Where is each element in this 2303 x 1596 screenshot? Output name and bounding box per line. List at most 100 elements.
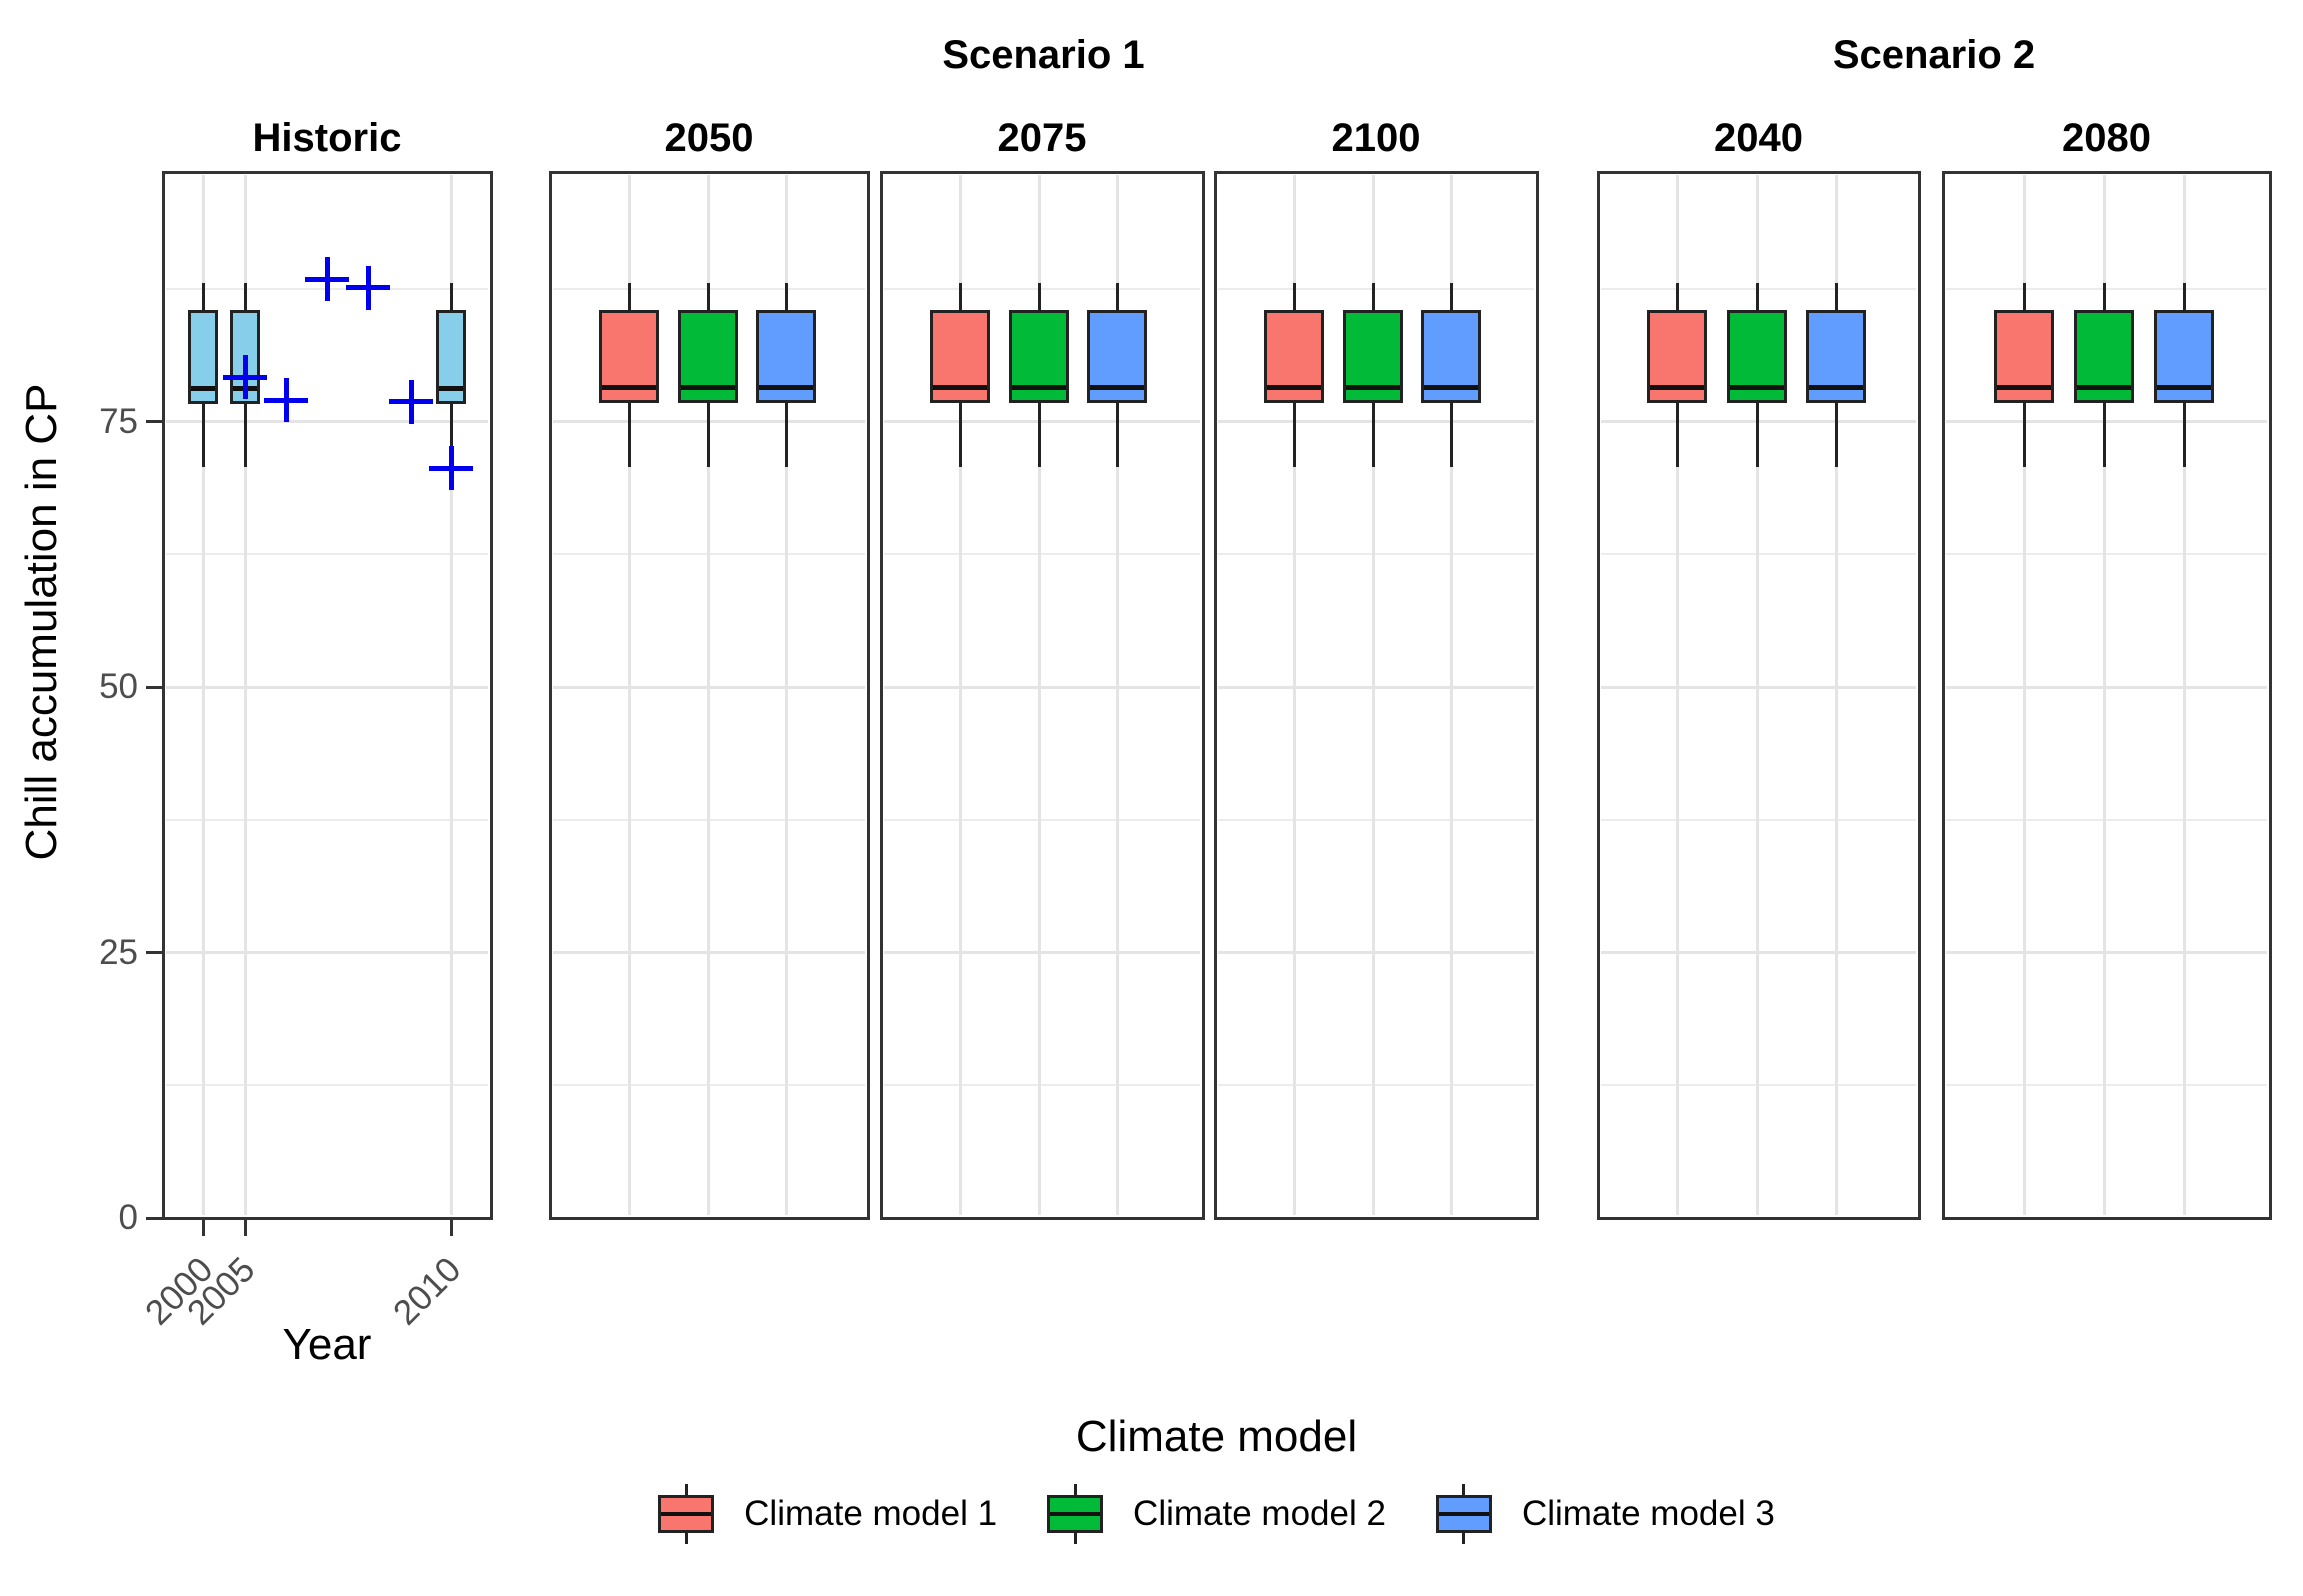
legend-key-median xyxy=(1050,1512,1101,1516)
panel-historic xyxy=(161,170,493,1220)
gridline-x xyxy=(201,175,205,1215)
data-point-plus-2007 xyxy=(305,257,349,302)
strip-group-label-scenario-2: Scenario 2 xyxy=(1832,33,2036,77)
boxplot-upper-whisker xyxy=(243,282,247,311)
legend-entry-2: Climate model 2 xyxy=(1047,1484,1386,1544)
data-point-plus-2008 xyxy=(346,265,390,310)
gridline-x xyxy=(784,175,788,1215)
boxplot-median-2040-model-1 xyxy=(1650,385,1704,391)
gridline-y-major xyxy=(166,420,488,424)
boxplot-median-2050-model-2 xyxy=(681,385,735,391)
legend-title: Climate model xyxy=(1075,1412,1358,1461)
boxplot-median-historic-2000 xyxy=(191,386,215,392)
legend-key-median xyxy=(661,1512,712,1516)
boxplot-upper-whisker xyxy=(1755,282,1759,311)
boxplot-lower-whisker xyxy=(1755,402,1759,468)
gridline-x xyxy=(1292,175,1296,1215)
boxplot-median-2075-model-3 xyxy=(1090,385,1144,391)
y-tick-mark-75 xyxy=(146,420,163,424)
gridline-y-major xyxy=(884,685,1200,689)
boxplot-median-2080-model-1 xyxy=(1997,385,2051,391)
boxplot-upper-whisker xyxy=(1292,282,1296,311)
boxplot-lower-whisker xyxy=(2022,402,2026,468)
strip-panel-label-2075: 2075 xyxy=(997,116,1087,160)
gridline-y-minor xyxy=(1946,1084,2267,1087)
gridline-y-major xyxy=(1601,951,1916,955)
boxplot-median-2100-model-2 xyxy=(1346,385,1400,391)
gridline-x xyxy=(958,175,962,1215)
boxplot-upper-whisker xyxy=(627,282,631,311)
strip-group-label-scenario-1: Scenario 1 xyxy=(942,33,1145,77)
boxplot-lower-whisker xyxy=(627,402,631,468)
gridline-y-minor xyxy=(1218,288,1534,290)
boxplot-lower-whisker xyxy=(784,402,788,468)
gridline-y-major xyxy=(1601,420,1916,424)
gridline-y-minor xyxy=(1946,288,2267,290)
gridline-y-minor xyxy=(1218,818,1534,821)
gridline-y-minor xyxy=(884,1084,1200,1087)
boxplot-median-2040-model-2 xyxy=(1730,385,1784,391)
gridline-y-minor xyxy=(1946,553,2267,556)
legend-key-boxplot-icon xyxy=(1047,1484,1104,1544)
boxplot-upper-whisker xyxy=(449,282,453,311)
gridline-y-major xyxy=(1218,420,1534,424)
gridline-y-major xyxy=(1601,685,1916,689)
gridline-y-minor xyxy=(884,288,1200,290)
gridline-y-minor xyxy=(166,1084,488,1087)
x-tick-mark-2010 xyxy=(449,1220,453,1236)
boxplot-lower-whisker xyxy=(1675,402,1679,468)
legend-entry-3: Climate model 3 xyxy=(1435,1484,1775,1544)
gridline-y-minor xyxy=(884,553,1200,556)
legend-label-3: Climate model 3 xyxy=(1521,1494,1775,1533)
panel-2050 xyxy=(548,170,870,1220)
gridline-x xyxy=(1834,175,1838,1215)
boxplot-lower-whisker xyxy=(1037,402,1041,468)
boxplot-upper-whisker xyxy=(2022,282,2026,311)
boxplot-lower-whisker xyxy=(1292,402,1296,468)
boxplot-upper-whisker xyxy=(1834,282,1838,311)
boxplot-median-2040-model-3 xyxy=(1809,385,1863,391)
strip-panel-label-historic: Historic xyxy=(252,116,402,160)
boxplot-median-2075-model-1 xyxy=(933,385,987,391)
boxplot-median-2050-model-3 xyxy=(759,385,813,391)
panel-2075 xyxy=(879,170,1205,1220)
gridline-x xyxy=(1371,175,1375,1215)
gridline-x xyxy=(627,175,631,1215)
gridline-x xyxy=(1675,175,1679,1215)
gridline-y-minor xyxy=(1946,818,2267,821)
boxplot-median-2080-model-3 xyxy=(2157,385,2211,391)
gridline-x xyxy=(1037,175,1041,1215)
gridline-x xyxy=(1755,175,1759,1215)
data-point-plus-2006 xyxy=(264,378,308,423)
boxplot-lower-whisker xyxy=(243,403,247,468)
boxplot-lower-whisker xyxy=(958,402,962,468)
boxplot-lower-whisker xyxy=(1834,402,1838,468)
x-tick-mark-2005 xyxy=(243,1220,247,1236)
gridline-y-major xyxy=(1218,685,1534,689)
boxplot-median-2075-model-2 xyxy=(1012,385,1066,391)
y-tick-mark-50 xyxy=(146,685,163,689)
gridline-y-major xyxy=(1218,951,1534,955)
legend-key-boxplot-icon xyxy=(1435,1484,1492,1544)
boxplot-upper-whisker xyxy=(1371,282,1375,311)
legend-key-median xyxy=(1438,1512,1489,1516)
boxplot-upper-whisker xyxy=(958,282,962,311)
boxplot-upper-whisker xyxy=(784,282,788,311)
y-tick-label-25: 25 xyxy=(99,932,138,972)
boxplot-lower-whisker xyxy=(1371,402,1375,468)
gridline-y-minor xyxy=(1601,553,1916,556)
strip-panel-label-2050: 2050 xyxy=(664,116,754,160)
gridline-y-minor xyxy=(1218,553,1534,556)
boxplot-lower-whisker xyxy=(1115,402,1119,468)
boxplot-upper-whisker xyxy=(1449,282,1453,311)
legend-key-boxplot-icon xyxy=(658,1484,715,1544)
boxplot-lower-whisker xyxy=(2102,402,2106,468)
boxplot-upper-whisker xyxy=(2102,282,2106,311)
gridline-y-major xyxy=(884,951,1200,955)
boxplot-median-2080-model-2 xyxy=(2077,385,2131,391)
boxplot-lower-whisker xyxy=(449,403,453,454)
strip-panel-label-2040: 2040 xyxy=(1714,116,1803,160)
gridline-y-minor xyxy=(1601,818,1916,821)
gridline-x xyxy=(2102,175,2106,1215)
